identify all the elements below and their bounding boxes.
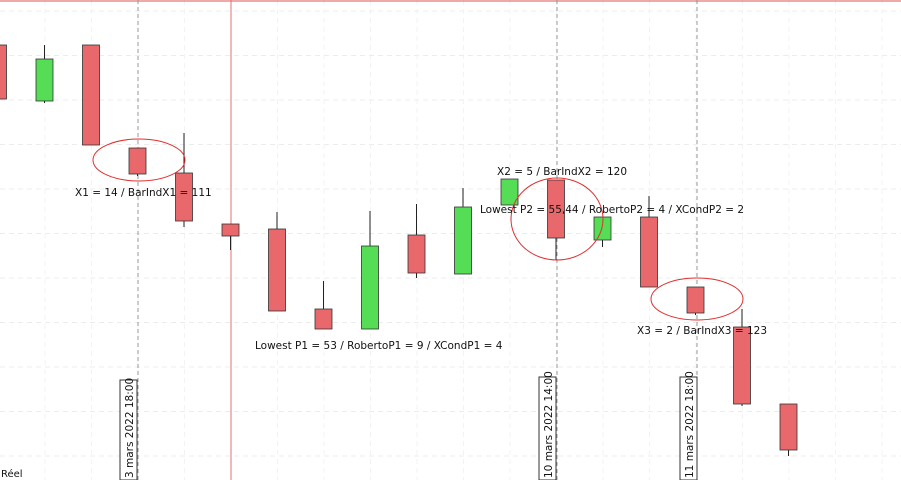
date-box [538,376,557,480]
candle-body [361,245,379,330]
annotation: Lowest P1 = 53 / RobertoP1 = 9 / XCondP1… [255,340,503,352]
date-box [119,379,138,480]
candle-body [0,44,7,100]
date-label: 10 mars 2022 14:00 [538,371,557,480]
highlight-ellipse [650,277,744,321]
annotation: X1 = 14 / BarIndX1 = 111 [75,187,212,199]
candle-body [407,234,426,274]
candle-body [640,216,658,288]
candle-body [547,179,565,239]
date-label: 11 mars 2022 18:00 [679,371,698,480]
candle-body [128,147,147,175]
candle-body [500,178,519,206]
highlight-ellipse [510,177,604,261]
date-label: 3 mars 2022 18:00 [119,378,138,480]
annotation: X3 = 2 / BarIndX3 = 123 [637,325,767,337]
date-text: 10 mars 2022 14:00 [543,371,555,478]
highlight-ellipse [92,138,186,182]
candle-body [221,223,240,237]
date-text: 11 mars 2022 18:00 [684,371,696,478]
candle-body [314,308,333,330]
date-text: 3 mars 2022 18:00 [124,378,136,478]
candle-body [686,286,705,314]
candles [0,44,798,456]
annotation: X2 = 5 / BarIndX2 = 120 [497,166,627,178]
candle-body [779,403,798,451]
candle-body [454,206,472,275]
candle-body [733,326,751,405]
candle-body [35,58,54,102]
date-box [679,376,698,480]
status-label: Réel [1,468,23,480]
candle-body [268,228,286,312]
annotation: Lowest P2 = 55,44 / RobertoP2 = 4 / XCon… [480,204,744,216]
candle-body [82,44,100,146]
candle-body [175,172,193,222]
